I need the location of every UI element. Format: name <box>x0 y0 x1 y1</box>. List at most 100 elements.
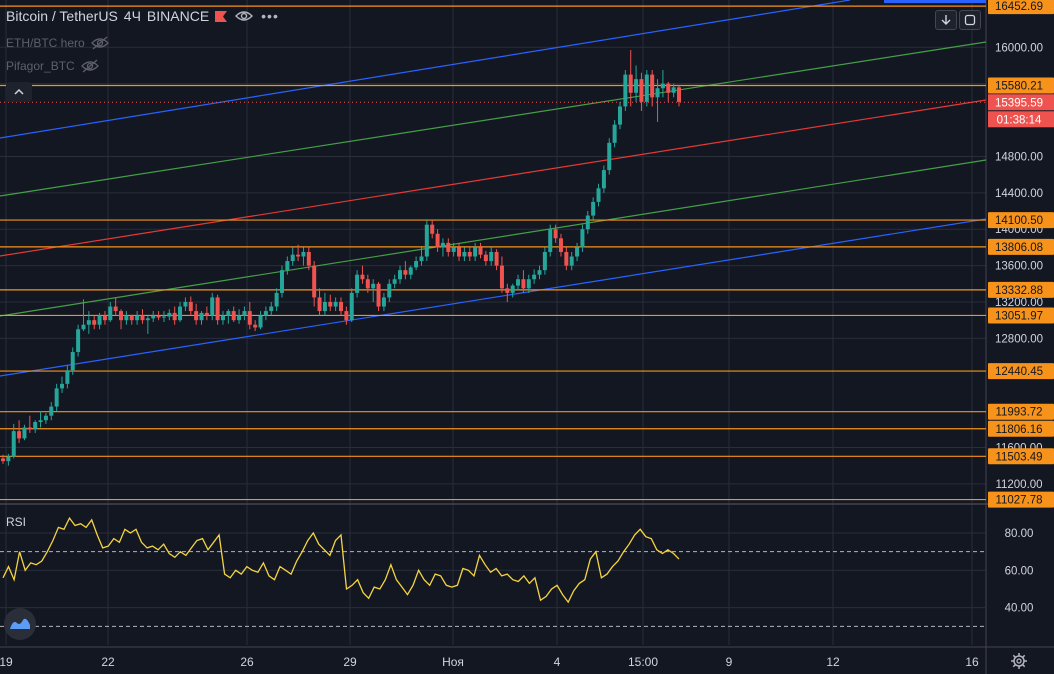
candle-body <box>86 320 91 325</box>
candle-body <box>151 315 156 319</box>
candle-body <box>440 242 445 248</box>
level-label: 11503.49 <box>995 451 1042 463</box>
scroll-to-latest-button[interactable] <box>935 10 957 30</box>
candle <box>505 283 510 302</box>
candle <box>247 301 252 330</box>
channel-lower-line <box>0 218 987 377</box>
candle <box>145 315 150 334</box>
candle <box>580 224 585 252</box>
candle-body <box>220 315 225 321</box>
candle <box>60 376 65 393</box>
candle-body <box>269 306 274 312</box>
level-label: 11806.16 <box>995 424 1042 436</box>
candle-body <box>398 270 403 280</box>
candle-body <box>564 251 569 266</box>
price-tick-label: 13600.00 <box>995 261 1043 273</box>
candle-body <box>242 311 247 316</box>
candle-body <box>27 427 32 430</box>
candle <box>660 70 665 98</box>
candle-body <box>451 247 456 252</box>
candle-body <box>167 312 172 317</box>
candle <box>569 251 574 271</box>
level-label-box <box>988 363 1054 380</box>
candle <box>231 306 236 322</box>
interval-label[interactable]: 4Ч <box>123 8 141 24</box>
candle-body <box>76 329 81 353</box>
eye-off-icon[interactable] <box>90 36 109 50</box>
candle <box>381 292 386 312</box>
candle-body <box>81 324 86 330</box>
candle <box>478 242 483 259</box>
candle-body <box>279 270 284 293</box>
rsi-tick-label: 60.00 <box>1005 565 1034 577</box>
candle <box>124 311 129 325</box>
candle-body <box>381 297 386 307</box>
more-dots-icon[interactable]: ••• <box>261 8 279 24</box>
eye-off-icon[interactable] <box>80 59 99 73</box>
candle-body <box>365 279 370 289</box>
candle <box>215 294 220 325</box>
candle <box>446 238 451 257</box>
candle-body <box>575 247 580 257</box>
indicator-pifagor[interactable]: Pifagor_BTC <box>6 59 99 73</box>
candle <box>596 183 601 207</box>
candle-body <box>623 74 628 107</box>
candle <box>226 309 231 324</box>
candle-body <box>17 431 22 439</box>
candle <box>457 242 462 262</box>
candle <box>644 70 649 107</box>
candle <box>558 233 563 257</box>
level-label-box <box>988 281 1054 298</box>
channel-inner-upper-line <box>0 41 987 197</box>
level-label-box <box>988 0 1054 15</box>
candle <box>371 279 376 302</box>
candle-body <box>526 279 531 289</box>
candle <box>49 402 54 421</box>
level-label-box <box>988 448 1054 465</box>
candle-body <box>226 311 231 316</box>
tradingview-logo-icon[interactable] <box>4 608 36 640</box>
candle-body <box>677 87 681 102</box>
candle <box>11 423 16 459</box>
candle <box>285 256 290 275</box>
candle-body <box>328 301 333 307</box>
price-tick-label: 16000.00 <box>995 42 1043 54</box>
time-tick-label: 16 <box>965 655 979 669</box>
chart-header: Bitcoin / TetherUS 4Ч BINANCE ••• <box>6 8 279 24</box>
candle-body <box>666 83 671 93</box>
candle-body <box>435 233 440 248</box>
gear-icon[interactable] <box>1010 652 1028 670</box>
candle <box>440 238 445 257</box>
candle-body <box>183 301 188 307</box>
candle-body <box>650 74 655 98</box>
rsi-line <box>2 516 680 604</box>
candle-body <box>54 388 59 407</box>
candle-body <box>199 312 204 321</box>
candle-body <box>489 251 494 262</box>
candle-body <box>231 311 236 321</box>
rsi-tick-label: 40.00 <box>1005 603 1034 615</box>
candle-body <box>43 415 48 421</box>
candle <box>483 251 488 266</box>
candle-body <box>457 247 462 257</box>
candle <box>537 265 542 280</box>
candle-body <box>247 311 252 325</box>
fullscreen-button[interactable] <box>959 10 981 30</box>
candle <box>156 311 161 321</box>
flag-icon[interactable] <box>215 10 228 22</box>
candle <box>403 261 408 280</box>
candle-body <box>510 285 515 293</box>
eye-icon[interactable] <box>235 9 254 23</box>
symbol-title[interactable]: Bitcoin / TetherUS <box>6 8 118 24</box>
candle-body <box>671 87 676 93</box>
candle <box>43 412 48 424</box>
time-tick-label: 15:00 <box>628 655 658 669</box>
candle <box>279 265 284 298</box>
price-tick-label: 11200.00 <box>995 479 1042 491</box>
collapse-button[interactable] <box>6 82 32 102</box>
indicator-eth-btc[interactable]: ETH/BTC hero <box>6 36 109 50</box>
time-tick-label: 12 <box>826 655 840 669</box>
candle <box>188 296 193 316</box>
candle-body <box>161 316 166 318</box>
